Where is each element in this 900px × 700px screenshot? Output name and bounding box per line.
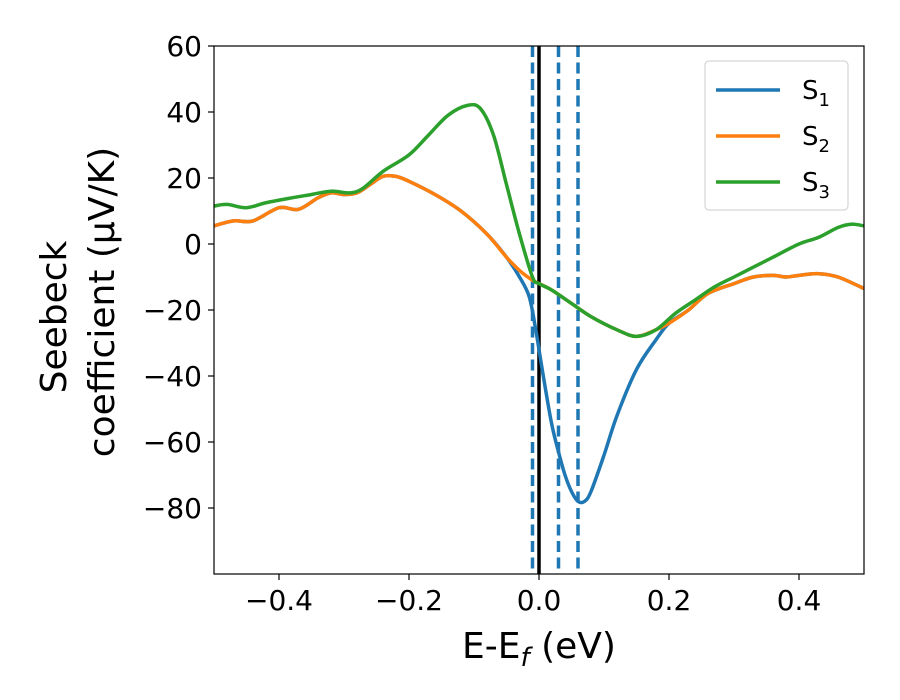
legend-label-s2: S2 <box>802 122 830 157</box>
series-line-s3 <box>214 102 864 339</box>
y-tick-label: 60 <box>166 30 202 63</box>
legend-label-s3: S3 <box>802 168 830 203</box>
y-tick-label: −60 <box>143 426 202 459</box>
series-lines <box>214 102 864 505</box>
x-tick-label: 0.4 <box>777 584 822 617</box>
y-tick-label: −80 <box>143 492 202 525</box>
x-tick-label: 0.0 <box>517 584 562 617</box>
y-axis-title-line1: Seebeck <box>34 240 75 393</box>
legend-label-s1: S1 <box>802 76 830 111</box>
y-axis-title-line2: coefficient (μV/K) <box>82 147 123 457</box>
x-tick-label: −0.4 <box>245 584 313 617</box>
x-axis-title: E-Ef (eV) <box>462 626 616 673</box>
y-tick-label: 0 <box>184 228 202 261</box>
y-tick-label: −20 <box>143 294 202 327</box>
x-tick-label: −0.2 <box>375 584 443 617</box>
x-axis-title-main: E-E <box>462 626 520 667</box>
legend: S1 S2 S3 <box>704 60 849 211</box>
y-axis-ticks: −80 −60 −40 −20 0 20 40 60 <box>143 30 214 525</box>
y-tick-label: −40 <box>143 360 202 393</box>
x-tick-label: 0.2 <box>647 584 692 617</box>
y-tick-label: 40 <box>166 96 202 129</box>
x-axis-ticks: −0.4 −0.2 0.0 0.2 0.4 <box>245 574 821 617</box>
x-axis-title-unit: (eV) <box>530 626 616 667</box>
y-tick-label: 20 <box>166 162 202 195</box>
